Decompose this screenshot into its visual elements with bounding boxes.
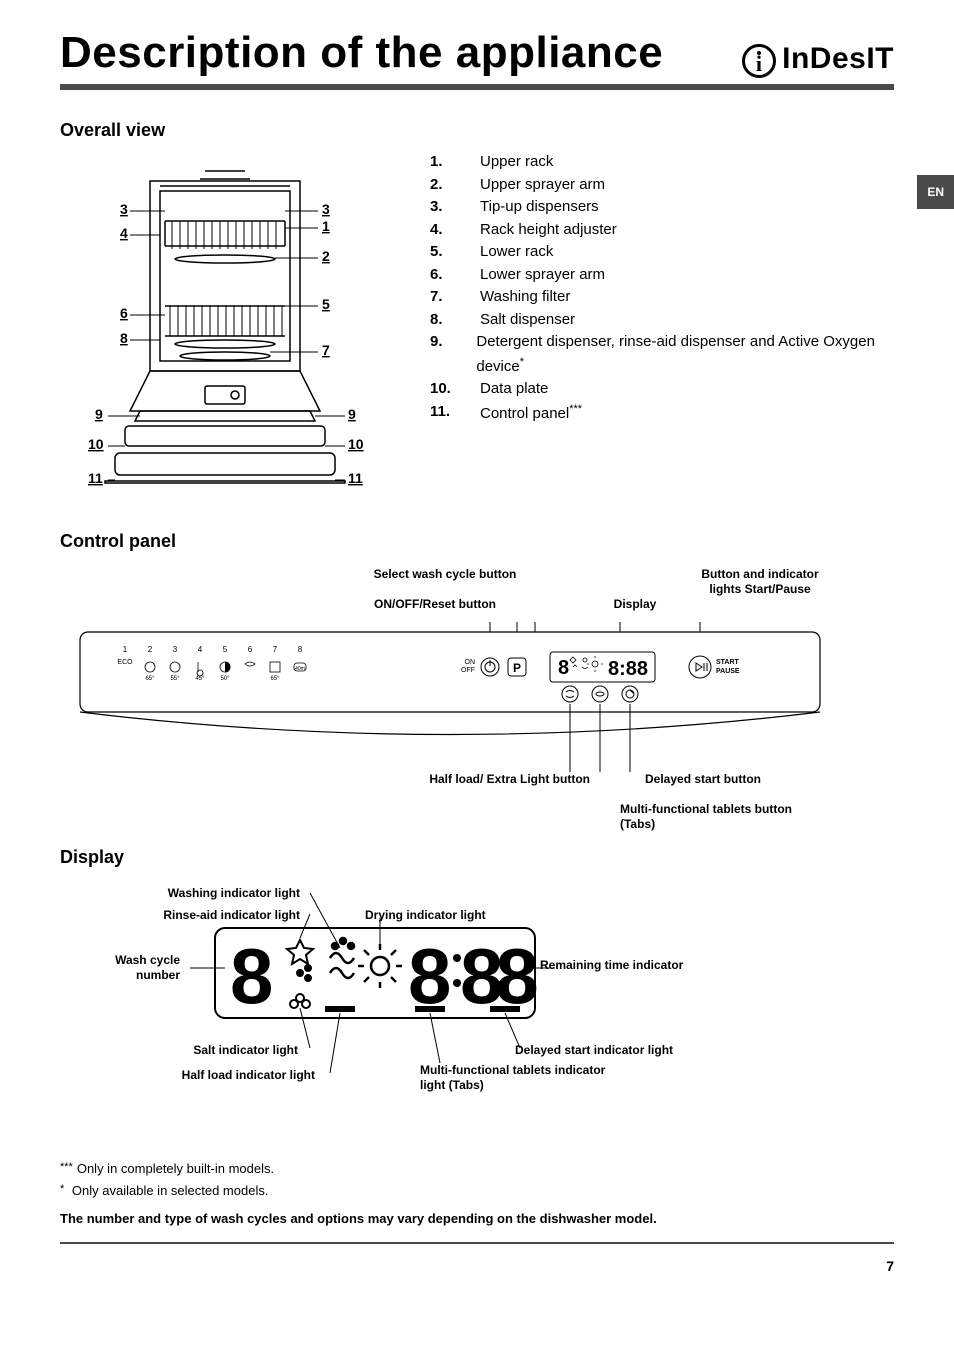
callout-start-pause: Button and indicator lights Start/Pause xyxy=(685,567,835,597)
language-tab: EN xyxy=(917,175,954,209)
list-item: 7.Washing filter xyxy=(430,286,894,309)
section-overall-view: Overall view xyxy=(60,120,894,141)
svg-text:ON: ON xyxy=(465,659,476,666)
callout-display: Display xyxy=(605,597,665,612)
svg-text:START: START xyxy=(716,659,740,666)
svg-text:5: 5 xyxy=(322,296,330,312)
svg-text:1: 1 xyxy=(322,218,330,234)
list-item: 6.Lower sprayer arm xyxy=(430,264,894,287)
svg-text:10: 10 xyxy=(88,436,104,452)
list-item: 3.Tip-up dispensers xyxy=(430,196,894,219)
callout-half-load: Half load/ Extra Light button xyxy=(370,772,590,787)
footnote-selected: * Only available in selected models. xyxy=(60,1180,894,1202)
info-icon: i xyxy=(742,44,776,78)
svg-text:11: 11 xyxy=(348,470,363,486)
svg-text:45°: 45° xyxy=(195,676,205,682)
svg-text:7: 7 xyxy=(273,645,278,654)
svg-text:1: 1 xyxy=(123,645,128,654)
callout-on-off: ON/OFF/Reset button xyxy=(360,597,510,612)
svg-text:65°: 65° xyxy=(145,676,155,682)
list-item: 10.Data plate xyxy=(430,378,894,401)
svg-text:P: P xyxy=(513,661,521,675)
svg-text:5: 5 xyxy=(223,645,228,654)
svg-text:ECO: ECO xyxy=(117,659,133,666)
svg-text:3: 3 xyxy=(173,645,178,654)
overall-view-row: 3 4 6 8 9 10 11 3 1 2 5 7 9 10 11 1.Uppe… xyxy=(60,151,894,511)
svg-text:8: 8 xyxy=(120,330,128,346)
footnote-built-in: ***Only in completely built-in models. xyxy=(60,1158,894,1180)
list-item: 9.Detergent dispenser, rinse-aid dispens… xyxy=(430,331,894,378)
brand-logo: i InDesIT xyxy=(742,42,894,76)
page-title: Description of the appliance xyxy=(60,30,663,76)
svg-text:8: 8 xyxy=(558,657,569,679)
svg-text:2: 2 xyxy=(322,248,330,264)
display-diagram: Washing indicator light Rinse-aid indica… xyxy=(60,878,894,1118)
svg-text:4: 4 xyxy=(120,225,128,241)
svg-text:11: 11 xyxy=(88,470,103,486)
svg-text:6: 6 xyxy=(248,645,253,654)
svg-text:55°: 55° xyxy=(170,676,180,682)
list-item: 2.Upper sprayer arm xyxy=(430,174,894,197)
parts-list: 1.Upper rack 2.Upper sprayer arm 3.Tip-u… xyxy=(430,151,894,425)
svg-text:40m: 40m xyxy=(295,666,305,672)
svg-text:8: 8 xyxy=(298,645,303,654)
svg-text:7: 7 xyxy=(322,342,330,358)
section-display: Display xyxy=(60,847,894,868)
callout-delayed-start: Delayed start button xyxy=(645,772,815,787)
svg-text:8:88: 8:88 xyxy=(608,658,648,680)
svg-text:PAUSE: PAUSE xyxy=(716,668,740,675)
page-number: 7 xyxy=(60,1258,894,1274)
section-control-panel: Control panel xyxy=(60,531,894,552)
footnote-disclaimer: The number and type of wash cycles and o… xyxy=(60,1208,894,1230)
svg-text:9: 9 xyxy=(348,406,356,422)
list-item: 1.Upper rack xyxy=(430,151,894,174)
svg-text:3: 3 xyxy=(322,201,330,217)
callout-tabs: Multi-functional tablets button (Tabs) xyxy=(620,802,810,832)
svg-text:50°: 50° xyxy=(220,676,230,682)
svg-text:9: 9 xyxy=(95,406,103,422)
control-panel-diagram: Select wash cycle button ON/OFF/Reset bu… xyxy=(60,567,894,827)
svg-text:4: 4 xyxy=(198,645,203,654)
callout-select-wash: Select wash cycle button xyxy=(360,567,530,582)
brand-text: InDesIT xyxy=(782,42,894,76)
svg-text:6: 6 xyxy=(120,305,128,321)
svg-text:10: 10 xyxy=(348,436,364,452)
svg-text:OFF: OFF xyxy=(461,667,475,674)
svg-text:8: 8 xyxy=(230,932,273,1020)
list-item: 11.Control panel*** xyxy=(430,401,894,426)
control-panel-svg: 1 2 3 4 5 6 7 8 ECO 65° 55° 45° 50° 65° … xyxy=(60,622,840,772)
list-item: 5.Lower rack xyxy=(430,241,894,264)
svg-text:3: 3 xyxy=(120,201,128,217)
page-header: Description of the appliance i InDesIT xyxy=(60,30,894,90)
svg-text:2: 2 xyxy=(148,645,153,654)
display-svg: 8 8 88 xyxy=(160,878,760,1088)
footnotes: ***Only in completely built-in models. *… xyxy=(60,1158,894,1244)
svg-text:65°: 65° xyxy=(270,676,280,682)
dishwasher-diagram: 3 4 6 8 9 10 11 3 1 2 5 7 9 10 11 xyxy=(60,151,390,511)
list-item: 4.Rack height adjuster xyxy=(430,219,894,242)
list-item: 8.Salt dispenser xyxy=(430,309,894,332)
